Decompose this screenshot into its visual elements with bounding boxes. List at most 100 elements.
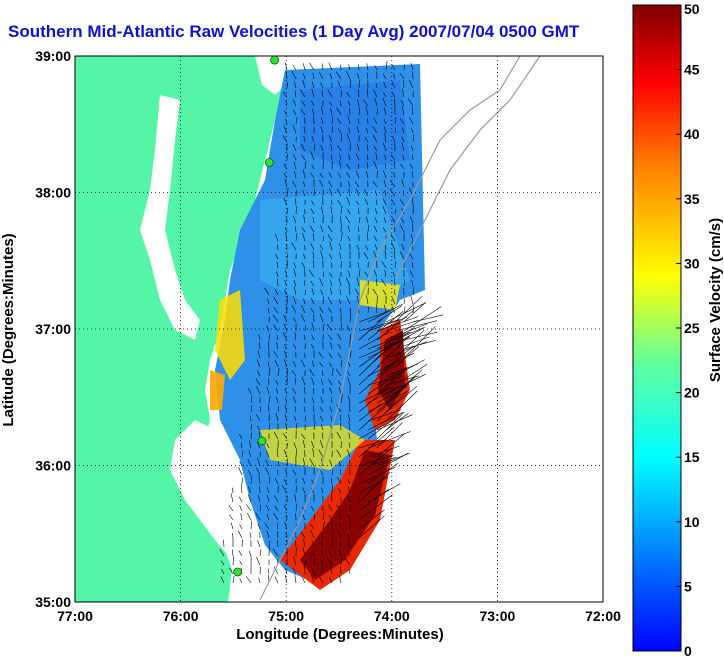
velocity-arrow [358, 343, 393, 368]
velocity-arrow [232, 487, 234, 494]
velocity-arrow [266, 386, 270, 395]
velocity-arrow [327, 89, 333, 98]
velocity-arrow [274, 289, 279, 296]
velocity-arrow [358, 386, 394, 404]
velocity-arrow [310, 530, 315, 539]
velocity-arrow [399, 198, 405, 206]
velocity-arrow [304, 280, 306, 287]
velocity-arrow [336, 404, 342, 413]
velocity-arrow [339, 299, 342, 305]
velocity-arrow [285, 422, 288, 431]
velocity-arrow [303, 181, 306, 188]
velocity-arrow [373, 269, 378, 278]
velocity-arrow [356, 295, 360, 305]
velocity-arrow [239, 524, 243, 530]
velocity-arrow [295, 485, 297, 494]
velocity-arrow [294, 493, 297, 503]
velocity-arrow [411, 171, 414, 179]
velocity-arrow [329, 188, 333, 197]
velocity-arrow [283, 323, 288, 332]
velocity-arrow [304, 117, 306, 125]
velocity-arrow [256, 370, 261, 377]
velocity-arrow [411, 106, 414, 116]
velocity-arrow [238, 550, 243, 557]
velocity-arrow [283, 110, 288, 116]
velocity-arrow [357, 99, 360, 107]
velocity-arrow [330, 154, 333, 161]
velocity-arrow [266, 513, 270, 521]
velocity-arrow [327, 296, 333, 305]
velocity-arrow [347, 208, 351, 215]
velocity-arrow [286, 253, 289, 260]
velocity-arrow [286, 514, 288, 521]
velocity-arrow [320, 82, 324, 89]
velocity-arrow [348, 153, 351, 161]
velocity-arrow [384, 250, 387, 260]
velocity-arrow [286, 442, 288, 449]
colorbar-tick-label: 50 [684, 1, 700, 17]
velocity-arrow [372, 135, 378, 143]
velocity-arrow [358, 403, 382, 422]
velocity-arrow [293, 154, 297, 161]
velocity-arrow [309, 369, 315, 377]
velocity-arrow [403, 302, 426, 323]
velocity-arrow [393, 73, 396, 80]
grid-lines [75, 56, 603, 602]
velocity-arrow [302, 547, 306, 557]
velocity-arrow [336, 449, 342, 458]
velocity-arrow [330, 280, 333, 287]
velocity-arrow [322, 296, 324, 305]
velocity-arrow [375, 190, 378, 197]
velocity-arrow [284, 178, 288, 188]
velocity-arrow [311, 100, 315, 107]
velocity-arrow [256, 457, 261, 467]
velocity-arrow [255, 414, 261, 422]
velocity-arrow [331, 367, 334, 377]
velocity-arrow [310, 243, 315, 251]
velocity-arrow [348, 395, 351, 404]
velocity-arrow [347, 370, 351, 377]
velocity-arrow [383, 217, 387, 224]
velocity-arrow [309, 269, 315, 278]
velocity-arrow [284, 521, 288, 530]
velocity-arrow [340, 414, 342, 422]
velocity-arrow [277, 531, 279, 539]
y-axis-label: Latitude (Degrees:Minutes) [0, 233, 17, 426]
velocity-arrow [339, 252, 342, 260]
velocity-arrow [239, 461, 243, 467]
velocity-arrow [294, 198, 297, 206]
velocity-arrow [322, 370, 324, 377]
velocity-arrow [319, 415, 324, 422]
velocity-arrow [394, 336, 430, 350]
velocity-arrow [311, 81, 315, 89]
velocity-arrow [411, 145, 414, 152]
velocity-arrow [403, 64, 406, 71]
velocity-arrow [258, 475, 261, 485]
velocity-arrow [393, 172, 396, 179]
velocity-arrow [293, 296, 297, 305]
velocity-arrow [337, 128, 342, 134]
velocity-arrow [273, 512, 279, 521]
velocity-arrow [346, 133, 351, 143]
velocity-arrow [337, 380, 342, 386]
velocity-arrow [328, 379, 333, 386]
velocity-arrow [346, 71, 351, 80]
velocity-arrow [232, 549, 234, 557]
velocity-arrow [247, 494, 252, 503]
velocity-arrow [394, 296, 423, 323]
velocity-arrow [321, 90, 324, 98]
colorbar-tick-label: 30 [684, 255, 700, 271]
velocity-arrow [376, 170, 378, 179]
velocity-arrow [268, 423, 271, 431]
velocity-arrow [301, 154, 306, 161]
velocity-arrow [375, 199, 378, 206]
velocity-arrow [295, 448, 297, 458]
velocity-arrow [402, 190, 405, 197]
velocity-arrow [283, 358, 288, 368]
velocity-arrow [232, 575, 235, 584]
velocity-arrow [275, 253, 279, 260]
velocity-arrow [384, 244, 387, 251]
velocity-arrow [286, 81, 289, 89]
velocity-arrow [346, 163, 351, 170]
velocity-arrow [336, 71, 342, 80]
